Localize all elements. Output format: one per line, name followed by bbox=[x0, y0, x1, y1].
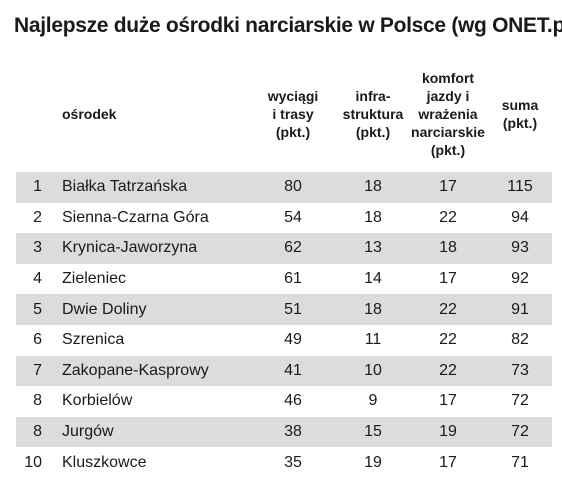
cell-comfort: 17 bbox=[439, 392, 457, 410]
header-line: (pkt.) bbox=[430, 142, 466, 158]
cell-infrastructure: 10 bbox=[338, 355, 408, 387]
table-row: 6 Szrenica 49 11 22 82 bbox=[16, 325, 552, 356]
header-line: infra- bbox=[355, 88, 391, 104]
cell-infrastructure: 14 bbox=[364, 270, 382, 288]
page-title: Najlepsze duże ośrodki narciarskie w Pol… bbox=[14, 14, 562, 37]
cell-resort: Sienna-Czarna Góra bbox=[62, 208, 209, 226]
cell-infrastructure: 9 bbox=[368, 392, 378, 410]
header-comfort: komfort jazdy i wrażenia narciarskie (pk… bbox=[408, 56, 488, 172]
cell-rank: 8 bbox=[16, 416, 48, 448]
cell-lifts: 49 bbox=[284, 331, 302, 349]
cell-infrastructure: 18 bbox=[338, 172, 408, 203]
cell-sum: 72 bbox=[488, 416, 552, 448]
cell-comfort: 17 bbox=[408, 172, 488, 203]
table-row: 8 Korbielów 46 9 17 72 bbox=[16, 386, 552, 417]
cell-lifts: 46 bbox=[284, 392, 302, 410]
header-rank bbox=[16, 56, 48, 172]
table-row: 8 Jurgów 38 15 19 72 bbox=[16, 416, 552, 448]
cell-comfort: 17 bbox=[439, 453, 457, 471]
cell-comfort: 22 bbox=[439, 331, 457, 349]
cell-lifts: 80 bbox=[248, 172, 338, 203]
cell-resort: Szrenica bbox=[62, 331, 125, 349]
cell-resort: Białka Tatrzańska bbox=[48, 172, 248, 203]
cell-sum: 115 bbox=[488, 172, 552, 203]
header-line: i trasy bbox=[272, 106, 314, 122]
table-row: 7 Zakopane-Kasprowy 41 10 22 73 bbox=[16, 355, 552, 387]
cell-lifts: 51 bbox=[248, 294, 338, 325]
header-lifts: wyciągi i trasy (pkt.) bbox=[248, 56, 338, 172]
header-line: wyciągi bbox=[267, 88, 319, 104]
cell-sum: 92 bbox=[511, 270, 529, 288]
cell-lifts: 61 bbox=[284, 270, 302, 288]
cell-comfort: 22 bbox=[439, 208, 457, 226]
cell-resort: Zakopane-Kasprowy bbox=[48, 355, 248, 387]
header-sum: suma (pkt.) bbox=[488, 56, 552, 172]
header-line: struktura bbox=[342, 106, 404, 122]
cell-rank: 8 bbox=[33, 392, 42, 410]
cell-rank: 1 bbox=[16, 172, 48, 203]
header-line: narciarskie bbox=[411, 124, 485, 140]
cell-comfort: 18 bbox=[408, 233, 488, 264]
cell-sum: 72 bbox=[511, 392, 529, 410]
header-line: wrażenia bbox=[418, 106, 478, 122]
ski-resort-ranking-table: ośrodek wyciągi i trasy (pkt.) infra- st… bbox=[16, 56, 552, 478]
cell-sum: 71 bbox=[511, 453, 529, 471]
table-row: 1 Białka Tatrzańska 80 18 17 115 bbox=[16, 172, 552, 203]
cell-comfort: 22 bbox=[408, 355, 488, 387]
table-row: 5 Dwie Doliny 51 18 22 91 bbox=[16, 294, 552, 325]
table-row: 2 Sienna-Czarna Góra 54 18 22 94 bbox=[16, 203, 552, 234]
cell-rank: 3 bbox=[16, 233, 48, 264]
table-row: 3 Krynica-Jaworzyna 62 13 18 93 bbox=[16, 233, 552, 264]
cell-sum: 91 bbox=[488, 294, 552, 325]
cell-rank: 7 bbox=[16, 355, 48, 387]
cell-comfort: 19 bbox=[408, 416, 488, 448]
cell-comfort: 17 bbox=[439, 270, 457, 288]
cell-sum: 82 bbox=[511, 331, 529, 349]
cell-resort: Krynica-Jaworzyna bbox=[48, 233, 248, 264]
cell-lifts: 35 bbox=[284, 453, 302, 471]
header-line: komfort bbox=[421, 70, 475, 86]
cell-infrastructure: 18 bbox=[364, 208, 382, 226]
cell-lifts: 62 bbox=[248, 233, 338, 264]
cell-infrastructure: 11 bbox=[364, 331, 382, 349]
table-row: 4 Zieleniec 61 14 17 92 bbox=[16, 264, 552, 295]
cell-comfort: 22 bbox=[408, 294, 488, 325]
cell-infrastructure: 19 bbox=[364, 453, 382, 471]
cell-rank: 10 bbox=[24, 453, 42, 471]
cell-infrastructure: 13 bbox=[338, 233, 408, 264]
cell-resort: Korbielów bbox=[62, 392, 133, 410]
cell-rank: 6 bbox=[33, 331, 42, 349]
cell-rank: 5 bbox=[16, 294, 48, 325]
cell-resort: Kluszkowce bbox=[62, 453, 147, 471]
cell-lifts: 38 bbox=[248, 416, 338, 448]
cell-infrastructure: 15 bbox=[338, 416, 408, 448]
cell-resort: Zieleniec bbox=[62, 270, 127, 288]
header-line: (pkt.) bbox=[275, 124, 311, 140]
header-line: (pkt.) bbox=[502, 115, 538, 131]
header-line: jazdy i bbox=[426, 88, 470, 104]
cell-rank: 4 bbox=[33, 270, 42, 288]
cell-sum: 94 bbox=[511, 208, 529, 226]
cell-rank: 2 bbox=[33, 208, 42, 226]
header-infrastructure: infra- struktura (pkt.) bbox=[338, 56, 408, 172]
header-line: suma bbox=[501, 97, 539, 113]
cell-sum: 93 bbox=[488, 233, 552, 264]
header-resort: ośrodek bbox=[62, 106, 117, 122]
cell-infrastructure: 18 bbox=[338, 294, 408, 325]
cell-resort: Jurgów bbox=[48, 416, 248, 448]
cell-lifts: 54 bbox=[284, 208, 302, 226]
header-line: (pkt.) bbox=[355, 124, 391, 140]
cell-resort: Dwie Doliny bbox=[48, 294, 248, 325]
cell-lifts: 41 bbox=[248, 355, 338, 387]
table-row: 10 Kluszkowce 35 19 17 71 bbox=[16, 447, 552, 478]
cell-sum: 73 bbox=[488, 355, 552, 387]
table-header-row: ośrodek wyciągi i trasy (pkt.) infra- st… bbox=[16, 56, 552, 172]
